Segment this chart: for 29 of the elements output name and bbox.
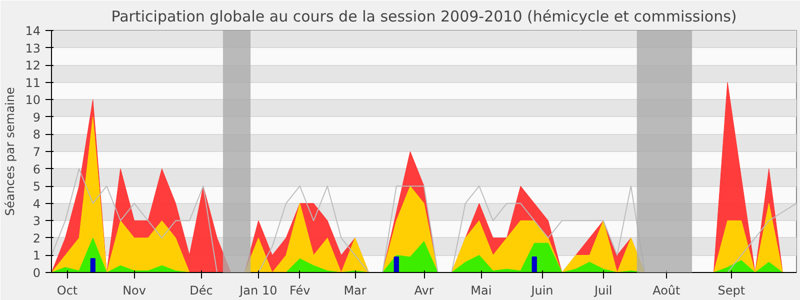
- y-tick-label: 0: [32, 266, 41, 280]
- x-tick-label: Nov: [122, 284, 146, 298]
- y-tick-label: 2: [32, 231, 41, 246]
- x-tick-label: Oct: [56, 284, 78, 298]
- y-tick-label: 13: [25, 41, 41, 56]
- x-tick-label: Sept: [718, 284, 746, 298]
- x-tick-label: Août: [652, 284, 681, 298]
- y-tick-label: 4: [32, 196, 41, 211]
- x-tick-label: Déc: [190, 284, 213, 298]
- y-tick-label: 5: [32, 180, 41, 194]
- y-tick-label: 14: [25, 24, 41, 38]
- y-tick-label: 3: [32, 214, 41, 228]
- x-tick-label: Mai: [470, 284, 492, 298]
- y-tick-label: 9: [32, 110, 41, 124]
- y-tick-label: 6: [32, 162, 41, 176]
- x-tick-label: Juin: [530, 284, 554, 298]
- y-tick-label: 1: [32, 248, 41, 263]
- y-axis-title: Séances par semaine: [3, 87, 18, 216]
- x-tick-label: Jan 10: [238, 284, 278, 298]
- y-tick-label: 11: [25, 76, 41, 90]
- x-tick-label: Avr: [414, 284, 434, 298]
- x-tick-label: Juil: [593, 284, 612, 298]
- y-tick-label: 7: [32, 145, 41, 159]
- chart-title: Participation globale au cours de la session 2009-2010 (hémicycle et commissions): [111, 8, 737, 26]
- y-tick-label: 10: [25, 93, 41, 108]
- x-tick-label: Fév: [289, 284, 310, 298]
- x-tick-label: Mar: [344, 284, 366, 298]
- y-tick-label: 8: [32, 128, 41, 142]
- y-tick-label: 12: [25, 58, 41, 73]
